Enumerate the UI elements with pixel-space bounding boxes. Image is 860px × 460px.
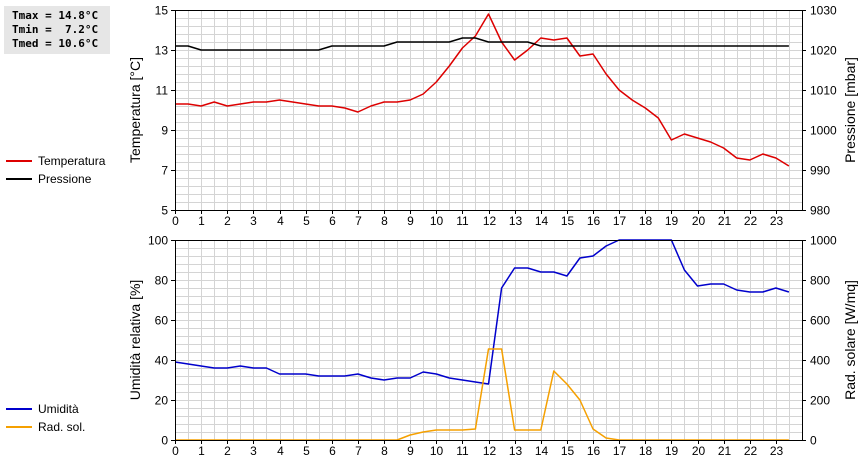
x-tick-label: 13 <box>509 214 523 228</box>
y-tick-label-left: 100 <box>148 234 168 248</box>
stats-box: Tmax = 14.8°C Tmin = 7.2°C Tmed = 10.6°C <box>4 6 110 54</box>
y-tick-label-left: 40 <box>155 354 169 368</box>
y-tick-label-right: 980 <box>810 204 830 218</box>
y-axis-title-left: Umidità relativa [%] <box>127 280 143 401</box>
y-tick-label-left: 0 <box>161 434 168 448</box>
x-tick-label: 11 <box>456 444 469 458</box>
y-tick-label-right: 990 <box>810 164 830 178</box>
y-axis-title-left: Temperatura [°C] <box>127 57 143 163</box>
x-tick-label: 13 <box>509 444 523 458</box>
x-tick-label: 8 <box>381 214 388 228</box>
y-tick-label-left: 13 <box>155 44 169 58</box>
x-tick-label: 19 <box>665 444 679 458</box>
x-tick-label: 8 <box>381 444 388 458</box>
x-tick-label: 21 <box>718 214 732 228</box>
x-tick-label: 11 <box>456 214 469 228</box>
tmin-text: Tmin = 7.2°C <box>12 23 99 36</box>
x-tick-label: 1 <box>198 214 205 228</box>
legend-label-rad-sol: Rad. sol. <box>38 420 86 434</box>
x-tick-label: 20 <box>692 444 706 458</box>
y-tick-label-left: 20 <box>155 394 169 408</box>
x-tick-label: 9 <box>407 214 414 228</box>
x-tick-label: 12 <box>483 214 497 228</box>
x-tick-label: 2 <box>224 214 231 228</box>
y-tick-label-left: 60 <box>155 314 169 328</box>
y-tick-label-right: 1030 <box>810 4 837 18</box>
x-tick-label: 6 <box>329 214 336 228</box>
legend-swatch-temperatura <box>6 160 32 162</box>
x-tick-label: 3 <box>250 214 257 228</box>
series-line-pressione <box>175 37 789 51</box>
x-tick-label: 14 <box>535 214 549 228</box>
x-tick-label: 22 <box>744 214 758 228</box>
y-axis-title-right: Pressione [mbar] <box>842 57 858 163</box>
x-tick-label: 12 <box>483 444 497 458</box>
legend-swatch-pressione <box>6 178 32 180</box>
x-tick-label: 15 <box>561 444 575 458</box>
y-tick-label-right: 1010 <box>810 84 837 98</box>
x-tick-label: 0 <box>172 214 179 228</box>
x-tick-label: 4 <box>277 214 284 228</box>
x-tick-label: 7 <box>355 214 362 228</box>
x-tick-label: 21 <box>718 444 732 458</box>
x-tick-label: 17 <box>613 444 627 458</box>
x-tick-label: 20 <box>692 214 706 228</box>
y-tick-label-right: 600 <box>810 314 830 328</box>
x-tick-label: 3 <box>250 444 257 458</box>
y-axis-title-right: Rad. solare [W/mq] <box>842 280 858 400</box>
y-tick-label-right: 400 <box>810 354 830 368</box>
legend-swatch-rad-sol <box>6 426 32 428</box>
series-line-umidit <box>174 239 790 385</box>
y-tick-label-left: 7 <box>161 164 168 178</box>
x-tick-label: 5 <box>303 444 310 458</box>
x-tick-label: 7 <box>355 444 362 458</box>
x-tick-label: 1 <box>198 444 205 458</box>
x-tick-label: 6 <box>329 444 336 458</box>
y-tick-label-right: 200 <box>810 394 830 408</box>
x-tick-label: 14 <box>535 444 549 458</box>
x-tick-label: 18 <box>639 444 653 458</box>
y-tick-label-right: 0 <box>810 434 817 448</box>
tmax-text: Tmax = 14.8°C <box>12 9 99 22</box>
x-tick-label: 15 <box>561 214 575 228</box>
y-tick-label-right: 1000 <box>810 124 837 138</box>
y-tick-label-right: 800 <box>810 274 830 288</box>
x-tick-label: 18 <box>639 214 653 228</box>
y-tick-label-right: 1000 <box>810 234 837 248</box>
x-tick-label: 23 <box>770 444 784 458</box>
series-line-rad-sol <box>175 348 789 441</box>
x-tick-label: 5 <box>303 214 310 228</box>
x-tick-label: 23 <box>770 214 784 228</box>
legend-label-umidita: Umidità <box>38 402 79 416</box>
series-line-temperatura <box>175 13 790 167</box>
x-tick-label: 10 <box>430 214 444 228</box>
y-tick-label-left: 9 <box>161 124 168 138</box>
x-tick-label: 16 <box>587 214 601 228</box>
legend-label-pressione: Pressione <box>38 172 92 186</box>
legend-swatch-umidita <box>6 408 32 410</box>
y-tick-label-left: 5 <box>161 204 168 218</box>
x-tick-label: 10 <box>430 444 444 458</box>
x-tick-label: 22 <box>744 444 758 458</box>
tmed-text: Tmed = 10.6°C <box>12 37 99 50</box>
x-tick-label: 2 <box>224 444 231 458</box>
x-tick-label: 4 <box>277 444 284 458</box>
x-tick-label: 0 <box>172 444 179 458</box>
x-tick-label: 17 <box>613 214 627 228</box>
legend-label-temperatura: Temperatura <box>38 154 106 168</box>
y-tick-label-left: 11 <box>156 84 169 98</box>
y-tick-label-right: 1020 <box>810 44 837 58</box>
x-tick-label: 16 <box>587 444 601 458</box>
x-tick-label: 19 <box>665 214 679 228</box>
x-tick-label: 9 <box>407 444 414 458</box>
y-tick-label-left: 80 <box>155 274 169 288</box>
y-tick-label-left: 15 <box>155 4 169 18</box>
